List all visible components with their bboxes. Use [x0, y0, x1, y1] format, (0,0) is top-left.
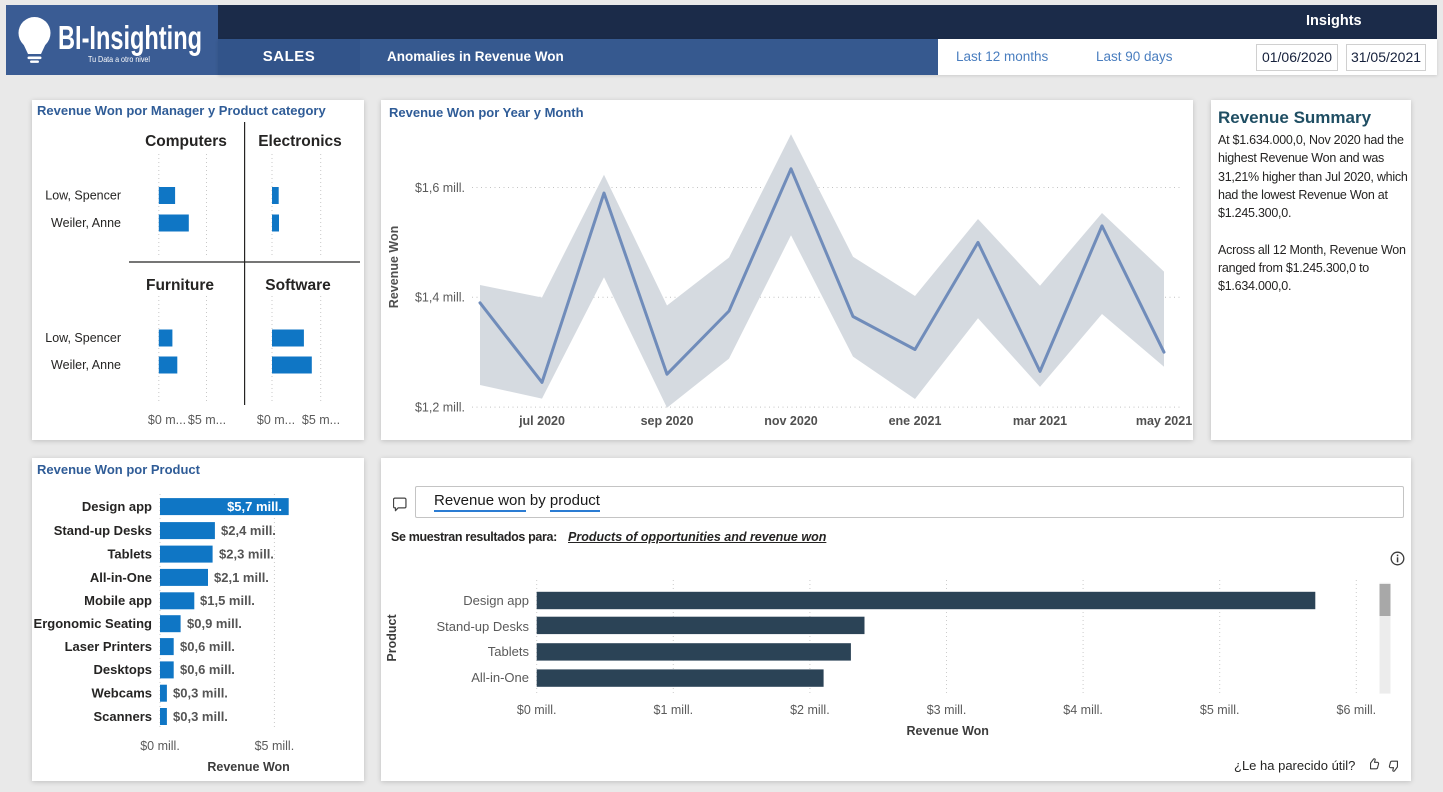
svg-text:$1,5 mill.: $1,5 mill.: [200, 593, 255, 608]
svg-text:Tablets: Tablets: [488, 644, 530, 659]
svg-text:$1 mill.: $1 mill.: [654, 703, 694, 717]
svg-text:Weiler, Anne: Weiler, Anne: [51, 358, 121, 372]
svg-text:Stand-up Desks: Stand-up Desks: [54, 523, 152, 538]
svg-text:Tablets: Tablets: [107, 547, 152, 562]
svg-text:$2,3 mill.: $2,3 mill.: [219, 547, 274, 562]
svg-text:Revenue Won por Year y Month: Revenue Won por Year y Month: [389, 105, 584, 120]
svg-text:$5 m...: $5 m...: [188, 413, 226, 427]
svg-text:$0 mill.: $0 mill.: [517, 703, 557, 717]
svg-text:Software: Software: [265, 277, 331, 294]
svg-text:$0 m...: $0 m...: [148, 413, 186, 427]
svg-text:jul 2020: jul 2020: [518, 414, 565, 428]
svg-text:$2,1 mill.: $2,1 mill.: [214, 570, 269, 585]
svg-text:Design app: Design app: [463, 593, 529, 608]
svg-text:Scanners: Scanners: [93, 709, 152, 724]
svg-text:Tu Data a otro nivel: Tu Data a otro nivel: [88, 54, 150, 64]
svg-text:Furniture: Furniture: [146, 277, 214, 294]
svg-text:Revenue Won: Revenue Won: [207, 760, 289, 774]
svg-text:BI-Insighting: BI-Insighting: [58, 19, 202, 56]
svg-text:Low, Spencer: Low, Spencer: [45, 331, 121, 345]
svg-text:$5 m...: $5 m...: [302, 413, 340, 427]
svg-text:All-in-One: All-in-One: [90, 570, 152, 585]
svg-text:Webcams: Webcams: [92, 686, 152, 701]
svg-text:$3 mill.: $3 mill.: [927, 703, 967, 717]
svg-text:may 2021: may 2021: [1136, 414, 1192, 428]
svg-text:$0 mill.: $0 mill.: [140, 739, 180, 753]
svg-text:Revenue Won: Revenue Won: [906, 724, 988, 738]
svg-text:mar 2021: mar 2021: [1013, 414, 1067, 428]
svg-text:Stand-up Desks: Stand-up Desks: [437, 619, 530, 634]
svg-text:Revenue Won: Revenue Won: [387, 226, 401, 308]
svg-text:Revenue Won por Product: Revenue Won por Product: [37, 462, 201, 477]
svg-text:All-in-One: All-in-One: [471, 670, 529, 685]
svg-text:$2 mill.: $2 mill.: [790, 703, 830, 717]
svg-text:Mobile app: Mobile app: [84, 593, 152, 608]
svg-text:Revenue Won por Manager y Prod: Revenue Won por Manager y Product catego…: [37, 103, 326, 118]
svg-text:Desktops: Desktops: [93, 662, 152, 677]
svg-text:$0 m...: $0 m...: [257, 413, 295, 427]
svg-text:Product: Product: [385, 614, 399, 662]
svg-text:Ergonomic Seating: Ergonomic Seating: [34, 616, 153, 631]
svg-text:$0,3 mill.: $0,3 mill.: [173, 709, 228, 724]
svg-text:$0,6 mill.: $0,6 mill.: [180, 639, 235, 654]
svg-text:$1,4 mill.: $1,4 mill.: [415, 291, 465, 305]
svg-text:$0,9 mill.: $0,9 mill.: [187, 616, 242, 631]
svg-text:ene 2021: ene 2021: [889, 414, 942, 428]
svg-text:$2,4 mill.: $2,4 mill.: [221, 523, 276, 538]
svg-text:Low, Spencer: Low, Spencer: [45, 189, 121, 203]
svg-text:$4 mill.: $4 mill.: [1063, 703, 1103, 717]
svg-text:Electronics: Electronics: [258, 133, 342, 150]
svg-text:$5 mill.: $5 mill.: [1200, 703, 1240, 717]
svg-text:$6 mill.: $6 mill.: [1337, 703, 1377, 717]
svg-text:$1,2 mill.: $1,2 mill.: [415, 401, 465, 415]
svg-text:$1,6 mill.: $1,6 mill.: [415, 181, 465, 195]
svg-text:Design app: Design app: [82, 499, 152, 514]
svg-text:Laser Printers: Laser Printers: [65, 639, 152, 654]
svg-text:$0,3 mill.: $0,3 mill.: [173, 686, 228, 701]
svg-text:Weiler, Anne: Weiler, Anne: [51, 216, 121, 230]
svg-text:nov 2020: nov 2020: [764, 414, 818, 428]
svg-text:sep 2020: sep 2020: [641, 414, 694, 428]
svg-text:$5,7 mill.: $5,7 mill.: [227, 499, 282, 514]
svg-text:$0,6 mill.: $0,6 mill.: [180, 662, 235, 677]
svg-text:Computers: Computers: [145, 133, 227, 150]
svg-text:$5 mill.: $5 mill.: [255, 739, 295, 753]
